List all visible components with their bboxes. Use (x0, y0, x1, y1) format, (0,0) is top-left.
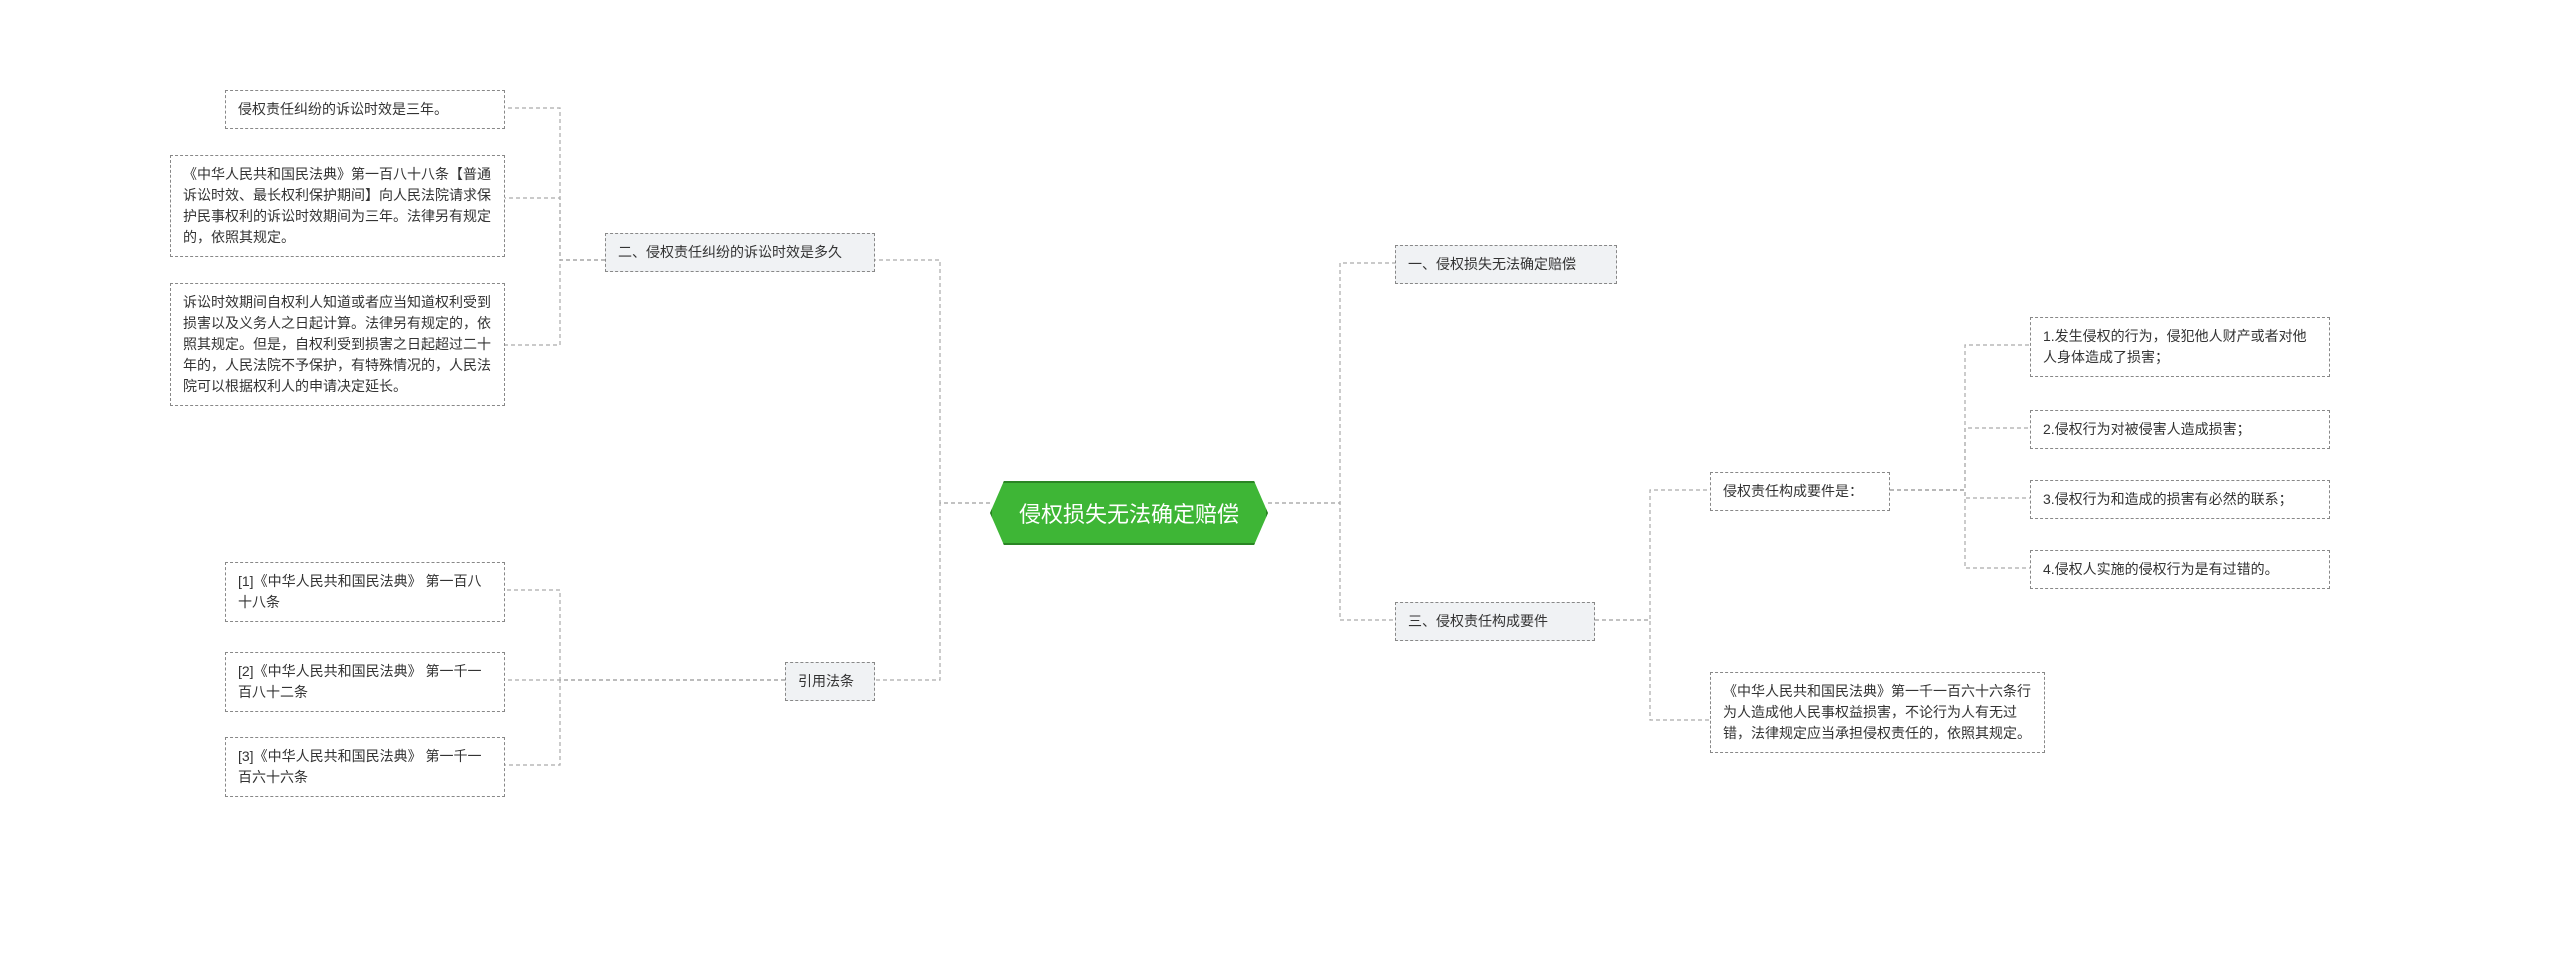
leaf-3-item-2: 2.侵权行为对被侵害人造成损害； (2030, 410, 2330, 449)
branch-section-3: 三、侵权责任构成要件 (1395, 602, 1595, 641)
branch-3-label: 三、侵权责任构成要件 (1408, 613, 1548, 629)
leaf-2-2-text: 《中华人民共和国民法典》第一百八十八条【普通诉讼时效、最长权利保护期间】向人民法… (183, 166, 491, 245)
leaf-3-note: 《中华人民共和国民法典》第一千一百六十六条行为人造成他人民事权益损害，不论行为人… (1710, 672, 2045, 753)
leaf-3-item-1: 1.发生侵权的行为，侵犯他人财产或者对他人身体造成了损害； (2030, 317, 2330, 377)
root-node: 侵权损失无法确定赔偿 (990, 481, 1268, 545)
branch-ref-label: 引用法条 (798, 673, 854, 689)
leaf-ref-1-text: [1]《中华人民共和国民法典》 第一百八十八条 (238, 573, 481, 610)
leaf-3-item-2-text: 2.侵权行为对被侵害人造成损害； (2043, 421, 2251, 437)
leaf-2-1-text: 侵权责任纠纷的诉讼时效是三年。 (238, 101, 448, 117)
leaf-2-2: 《中华人民共和国民法典》第一百八十八条【普通诉讼时效、最长权利保护期间】向人民法… (170, 155, 505, 257)
branch-2-label: 二、侵权责任纠纷的诉讼时效是多久 (618, 244, 842, 260)
leaf-2-3: 诉讼时效期间自权利人知道或者应当知道权利受到损害以及义务人之日起计算。法律另有规… (170, 283, 505, 406)
leaf-3-subhead: 侵权责任构成要件是： (1710, 472, 1890, 511)
leaf-3-subhead-text: 侵权责任构成要件是： (1723, 483, 1863, 499)
leaf-ref-2-text: [2]《中华人民共和国民法典》 第一千一百八十二条 (238, 663, 481, 700)
leaf-ref-1: [1]《中华人民共和国民法典》 第一百八十八条 (225, 562, 505, 622)
leaf-3-item-1-text: 1.发生侵权的行为，侵犯他人财产或者对他人身体造成了损害； (2043, 328, 2307, 365)
leaf-ref-2: [2]《中华人民共和国民法典》 第一千一百八十二条 (225, 652, 505, 712)
branch-reference: 引用法条 (785, 662, 875, 701)
root-label: 侵权损失无法确定赔偿 (1019, 502, 1239, 527)
leaf-3-item-4: 4.侵权人实施的侵权行为是有过错的。 (2030, 550, 2330, 589)
branch-1-label: 一、侵权损失无法确定赔偿 (1408, 256, 1576, 272)
leaf-3-item-4-text: 4.侵权人实施的侵权行为是有过错的。 (2043, 561, 2279, 577)
leaf-3-note-text: 《中华人民共和国民法典》第一千一百六十六条行为人造成他人民事权益损害，不论行为人… (1723, 683, 2031, 741)
leaf-ref-3-text: [3]《中华人民共和国民法典》 第一千一百六十六条 (238, 748, 481, 785)
leaf-2-1: 侵权责任纠纷的诉讼时效是三年。 (225, 90, 505, 129)
branch-section-1: 一、侵权损失无法确定赔偿 (1395, 245, 1617, 284)
leaf-3-item-3: 3.侵权行为和造成的损害有必然的联系； (2030, 480, 2330, 519)
leaf-3-item-3-text: 3.侵权行为和造成的损害有必然的联系； (2043, 491, 2293, 507)
leaf-2-3-text: 诉讼时效期间自权利人知道或者应当知道权利受到损害以及义务人之日起计算。法律另有规… (183, 294, 491, 394)
leaf-ref-3: [3]《中华人民共和国民法典》 第一千一百六十六条 (225, 737, 505, 797)
branch-section-2: 二、侵权责任纠纷的诉讼时效是多久 (605, 233, 875, 272)
